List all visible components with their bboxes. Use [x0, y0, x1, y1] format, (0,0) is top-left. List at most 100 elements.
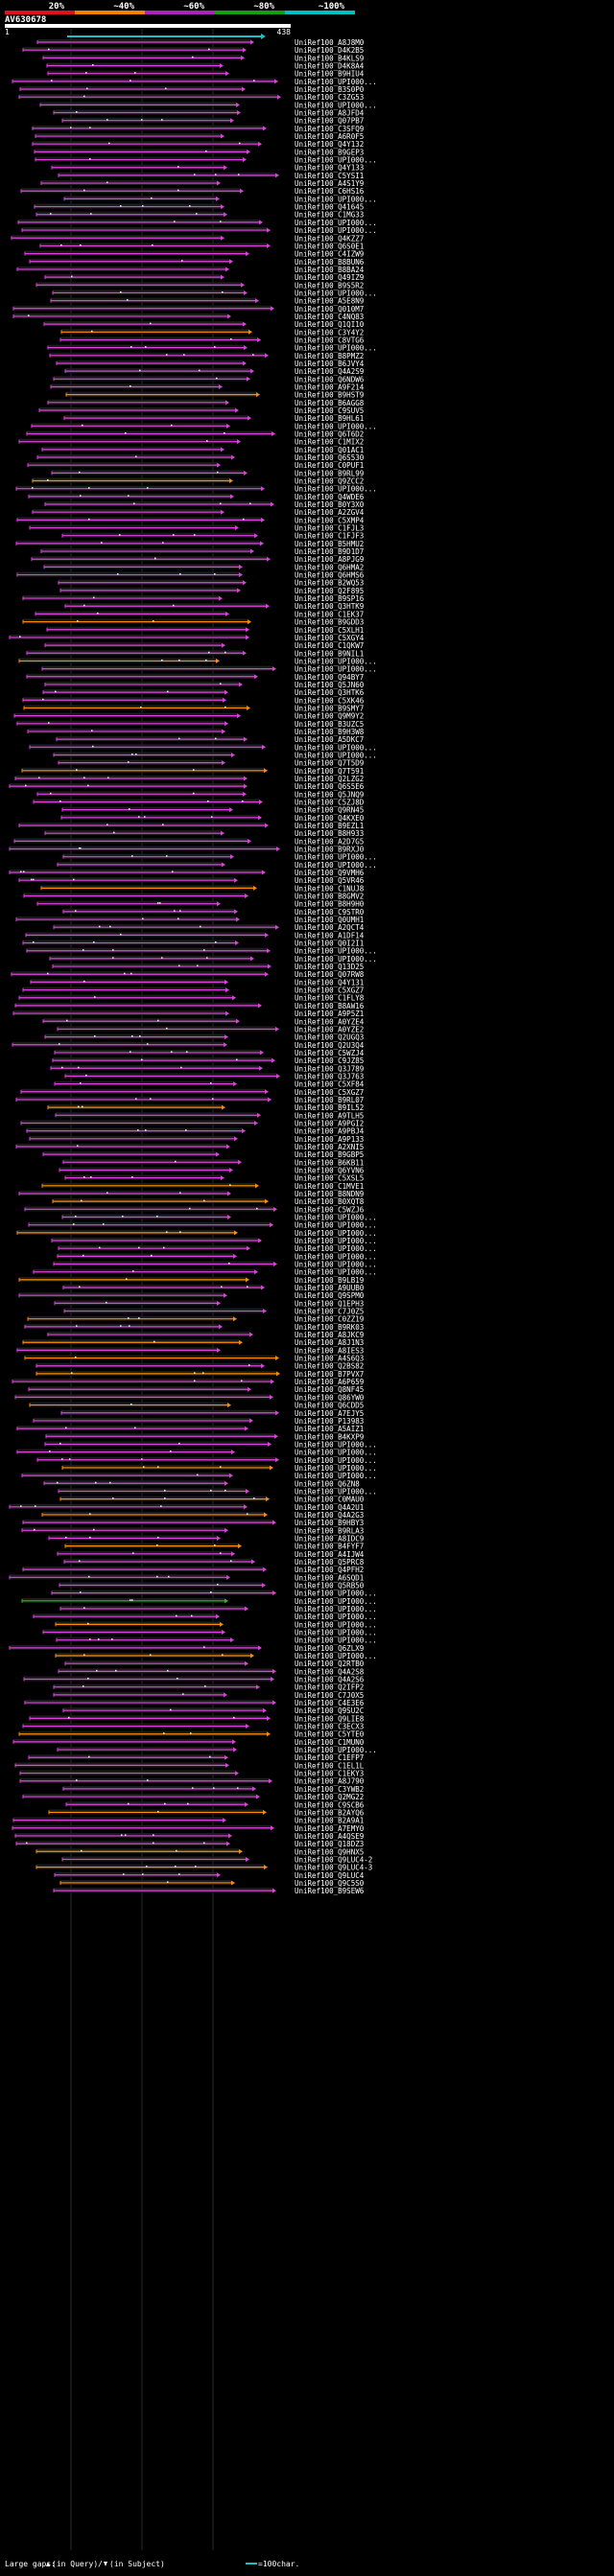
hit-label[interactable]: UniRef100_Q1EPH3	[295, 1299, 364, 1308]
hit-row[interactable]: UniRef100_C4NQ83	[12, 313, 364, 321]
hit-row[interactable]: UniRef100_Q07PB7	[61, 117, 364, 126]
hit-label[interactable]: UniRef100_C9SCB6	[295, 1800, 365, 1809]
hit-label[interactable]: UniRef100_C1FLY8	[295, 994, 365, 1003]
hit-row[interactable]: UniRef100_C5ZJ8D	[33, 798, 365, 806]
hit-label[interactable]: UniRef100_Q9LIE8	[295, 1714, 365, 1723]
hit-label[interactable]: UniRef100_UPI000...	[295, 344, 377, 353]
hit-row[interactable]: UniRef100_Q4Y132	[32, 140, 364, 149]
hit-label[interactable]: UniRef100_C1FJF3	[295, 532, 364, 541]
hit-label[interactable]: UniRef100_B8BUN6	[295, 258, 365, 267]
hit-label[interactable]: UniRef100_A6P659	[295, 1378, 364, 1386]
hit-label[interactable]: UniRef100_UPI000...	[295, 751, 377, 759]
hit-row[interactable]: UniRef100_UPI000...	[53, 751, 377, 759]
hit-label[interactable]: UniRef100_Q5PRC8	[295, 1558, 365, 1566]
hit-label[interactable]: UniRef100_UPI000...	[295, 78, 377, 86]
hit-label[interactable]: UniRef100_UPI000...	[295, 947, 377, 956]
hit-label[interactable]: UniRef100_Q49IZ9	[295, 273, 364, 282]
hit-label[interactable]: UniRef100_C6HS16	[295, 187, 365, 196]
hit-row[interactable]: UniRef100_A7EMY0	[12, 1824, 365, 1833]
hit-row[interactable]: UniRef100_A0YZE2	[57, 1025, 364, 1033]
hit-label[interactable]: UniRef100_A9P133	[295, 1135, 364, 1144]
hit-label[interactable]: UniRef100_UPI000...	[295, 1229, 377, 1238]
hit-label[interactable]: UniRef100_C1FJL3	[295, 524, 364, 533]
hit-label[interactable]: UniRef100_C1NUJ8	[295, 884, 365, 893]
hit-label[interactable]: UniRef100_Q01AC1	[295, 446, 364, 454]
hit-label[interactable]: UniRef100_Q4WDE6	[295, 493, 365, 501]
hit-label[interactable]: UniRef100_Q4Y133	[295, 164, 364, 173]
hit-row[interactable]: UniRef100_C3ZG53	[18, 93, 364, 102]
hit-row[interactable]: UniRef100_B2AYQ6	[48, 1808, 365, 1817]
hit-row[interactable]: UniRef100_UPI000...	[52, 289, 377, 297]
hit-row[interactable]: UniRef100_B5HMU2	[15, 540, 364, 548]
hit-row[interactable]: UniRef100_C9JZ85	[52, 1056, 364, 1065]
hit-label[interactable]: UniRef100_Q07RW8	[295, 970, 365, 979]
hit-row[interactable]: UniRef100_UPI000...	[21, 226, 377, 235]
hit-row[interactable]: UniRef100_A2XNI5	[15, 1143, 364, 1151]
hit-row[interactable]: UniRef100_Q18DZ3	[15, 1840, 364, 1848]
hit-label[interactable]: UniRef100_UPI000...	[295, 101, 377, 109]
hit-row[interactable]: UniRef100_Q01AC1	[41, 446, 364, 454]
hit-row[interactable]: UniRef100_Q2BS82	[35, 1362, 364, 1371]
hit-label[interactable]: UniRef100_C3Y4Y2	[295, 328, 364, 337]
hit-label[interactable]: UniRef100_Q9LUC4	[295, 1871, 365, 1880]
hit-row[interactable]: UniRef100_UPI000...	[26, 947, 377, 956]
hit-row[interactable]: UniRef100_B9RXJ0	[9, 846, 365, 854]
hit-row[interactable]: UniRef100_B9HL61	[63, 414, 364, 423]
hit-label[interactable]: UniRef100_C5ZJ8D	[295, 798, 365, 806]
hit-row[interactable]: UniRef100_A9TLH5	[55, 1111, 364, 1120]
hit-label[interactable]: UniRef100_C5XF84	[295, 1080, 365, 1089]
hit-label[interactable]: UniRef100_UPI000...	[295, 1613, 377, 1621]
hit-row[interactable]: UniRef100_C5XF84	[54, 1080, 365, 1089]
hit-label[interactable]: UniRef100_Q18DZ3	[295, 1840, 364, 1848]
hit-row[interactable]: UniRef100_B4KLS9	[42, 54, 364, 62]
hit-label[interactable]: UniRef100_UPI000...	[295, 1472, 377, 1480]
hit-row[interactable]: UniRef100_A8JKC9	[47, 1331, 364, 1339]
hit-row[interactable]: UniRef100_UPI000...	[29, 743, 377, 752]
hit-label[interactable]: UniRef100_C1EFP7	[295, 1753, 364, 1762]
hit-row[interactable]: UniRef100_C0ZZ19	[27, 1315, 364, 1324]
hit-label[interactable]: UniRef100_UPI000...	[295, 156, 377, 165]
hit-label[interactable]: UniRef100_C9JZ85	[295, 1056, 364, 1065]
hit-row[interactable]: UniRef100_A6SQD1	[9, 1573, 364, 1582]
hit-label[interactable]: UniRef100_A4IJW4	[295, 1550, 365, 1559]
hit-row[interactable]: UniRef100_Q6HMA2	[43, 563, 364, 571]
hit-row[interactable]: UniRef100_Q9SPM0	[18, 1291, 365, 1300]
hit-label[interactable]: UniRef100_A0YZE2	[295, 1025, 364, 1033]
hit-row[interactable]: UniRef100_B9HIU4	[47, 70, 365, 79]
hit-row[interactable]: UniRef100_Q6HMS6	[16, 571, 365, 580]
hit-label[interactable]: UniRef100_B9D1D7	[295, 547, 364, 556]
hit-label[interactable]: UniRef100_B9RK03	[295, 1323, 364, 1332]
hit-row[interactable]: UniRef100_UPI000...	[58, 1244, 377, 1253]
hit-label[interactable]: UniRef100_B9HBY3	[295, 1519, 364, 1527]
hit-label[interactable]: UniRef100_C5YTE0	[295, 1730, 365, 1739]
hit-row[interactable]: UniRef100_Q9C5S0	[59, 1879, 365, 1888]
hit-label[interactable]: UniRef100_B9RXJ0	[295, 846, 365, 854]
hit-row[interactable]: UniRef100_C5XK46	[22, 696, 365, 705]
hit-row[interactable]: UniRef100_Q7T591	[21, 767, 364, 776]
hit-row[interactable]: UniRef100_UPI000...	[21, 1597, 377, 1606]
hit-label[interactable]: UniRef100_B3UZC5	[295, 720, 364, 729]
hit-row[interactable]: UniRef100_C9STR0	[62, 908, 365, 917]
hit-row[interactable]: UniRef100_C5WZJ4	[54, 1049, 365, 1057]
hit-row[interactable]: UniRef100_B9NIL1	[26, 649, 364, 658]
hit-label[interactable]: UniRef100_Q5JNQ9	[295, 790, 364, 799]
hit-label[interactable]: UniRef100_UPI000...	[295, 289, 377, 297]
hit-row[interactable]: UniRef100_B9HBY3	[22, 1519, 364, 1527]
hit-label[interactable]: UniRef100_A8JFD4	[295, 109, 365, 118]
hit-row[interactable]: UniRef100_D4K2B5	[22, 46, 364, 55]
hit-row[interactable]: UniRef100_Q94BY7	[26, 673, 364, 682]
hit-row[interactable]: UniRef100_Q6S5E6	[9, 782, 365, 791]
hit-row[interactable]: UniRef100_A2D7G5	[13, 837, 364, 846]
hit-row[interactable]: UniRef100_B9RK03	[24, 1323, 364, 1332]
hit-label[interactable]: UniRef100_B8H933	[295, 829, 364, 838]
hit-row[interactable]: UniRef100_Q2RTB0	[64, 1659, 365, 1668]
hit-row[interactable]: UniRef100_Q2F895	[59, 587, 364, 595]
hit-row[interactable]: UniRef100_Q0UMH1	[15, 916, 364, 924]
hit-row[interactable]: UniRef100_B9RL99	[51, 469, 364, 477]
hit-row[interactable]: UniRef100_UPI000...	[51, 1590, 377, 1598]
hit-label[interactable]: UniRef100_A7EMY0	[295, 1824, 365, 1833]
hit-label[interactable]: UniRef100_B2WQ53	[295, 579, 364, 588]
hit-label[interactable]: UniRef100_C5YSI1	[295, 172, 364, 180]
hit-row[interactable]: UniRef100_C1MIX2	[18, 438, 364, 447]
hit-row[interactable]: UniRef100_B2WQ53	[58, 579, 364, 588]
